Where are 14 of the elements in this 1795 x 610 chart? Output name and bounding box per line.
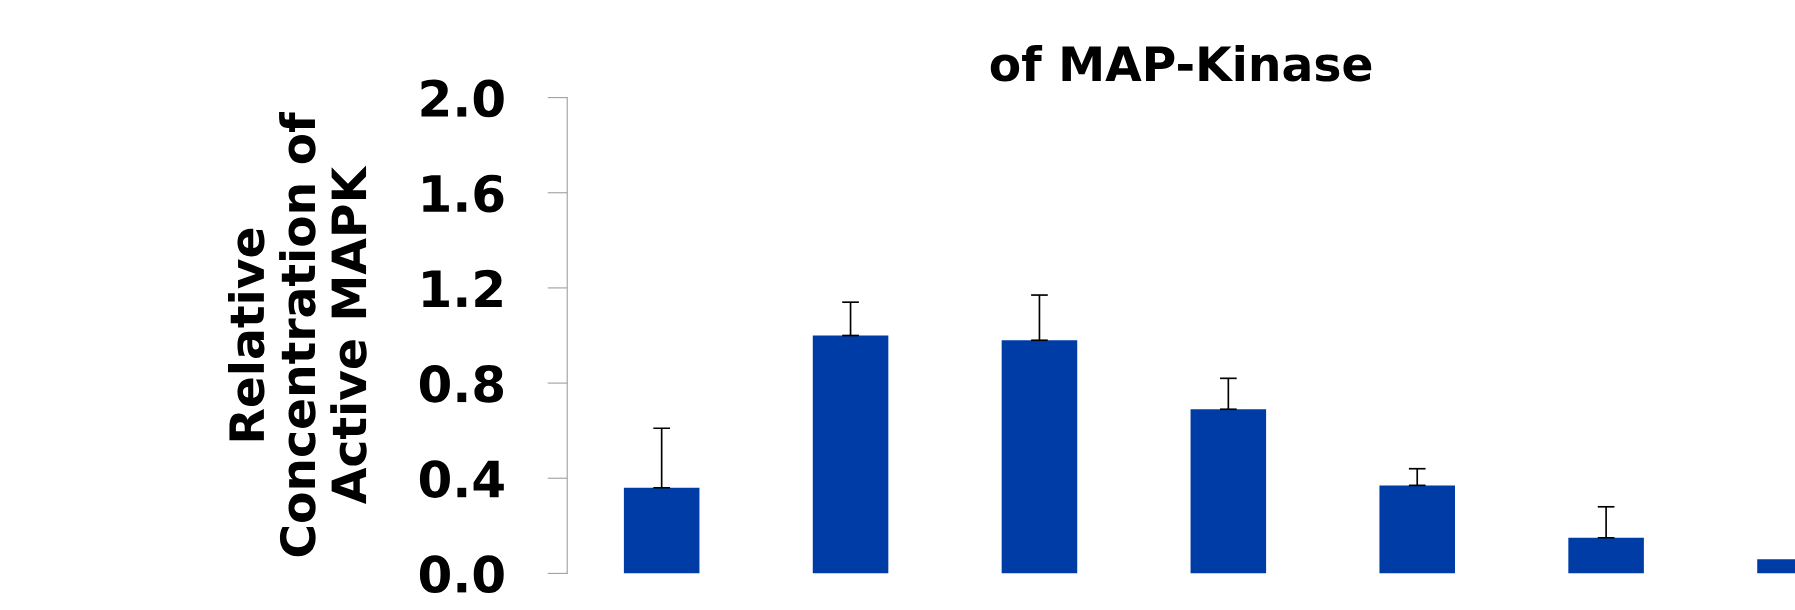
y-tick-label: 1.2 — [423, 269, 502, 307]
y-tick-label: 2.0 — [421, 79, 504, 118]
y-tick-label: 1.6 — [423, 174, 504, 213]
bar — [812, 335, 889, 574]
bar — [623, 487, 700, 574]
bar — [1568, 537, 1644, 574]
chart-title: of MAP-Kinase — [990, 45, 1372, 82]
y-tick-label: 0.0 — [419, 555, 504, 594]
y-axis-title: Relative Concentration of Active MAPK — [228, 111, 367, 557]
y-tick-label: 0.4 — [419, 460, 504, 498]
y-tick-label: 0.8 — [419, 364, 504, 403]
bar — [1379, 485, 1455, 574]
bar — [1190, 409, 1267, 574]
bar — [1001, 340, 1078, 574]
